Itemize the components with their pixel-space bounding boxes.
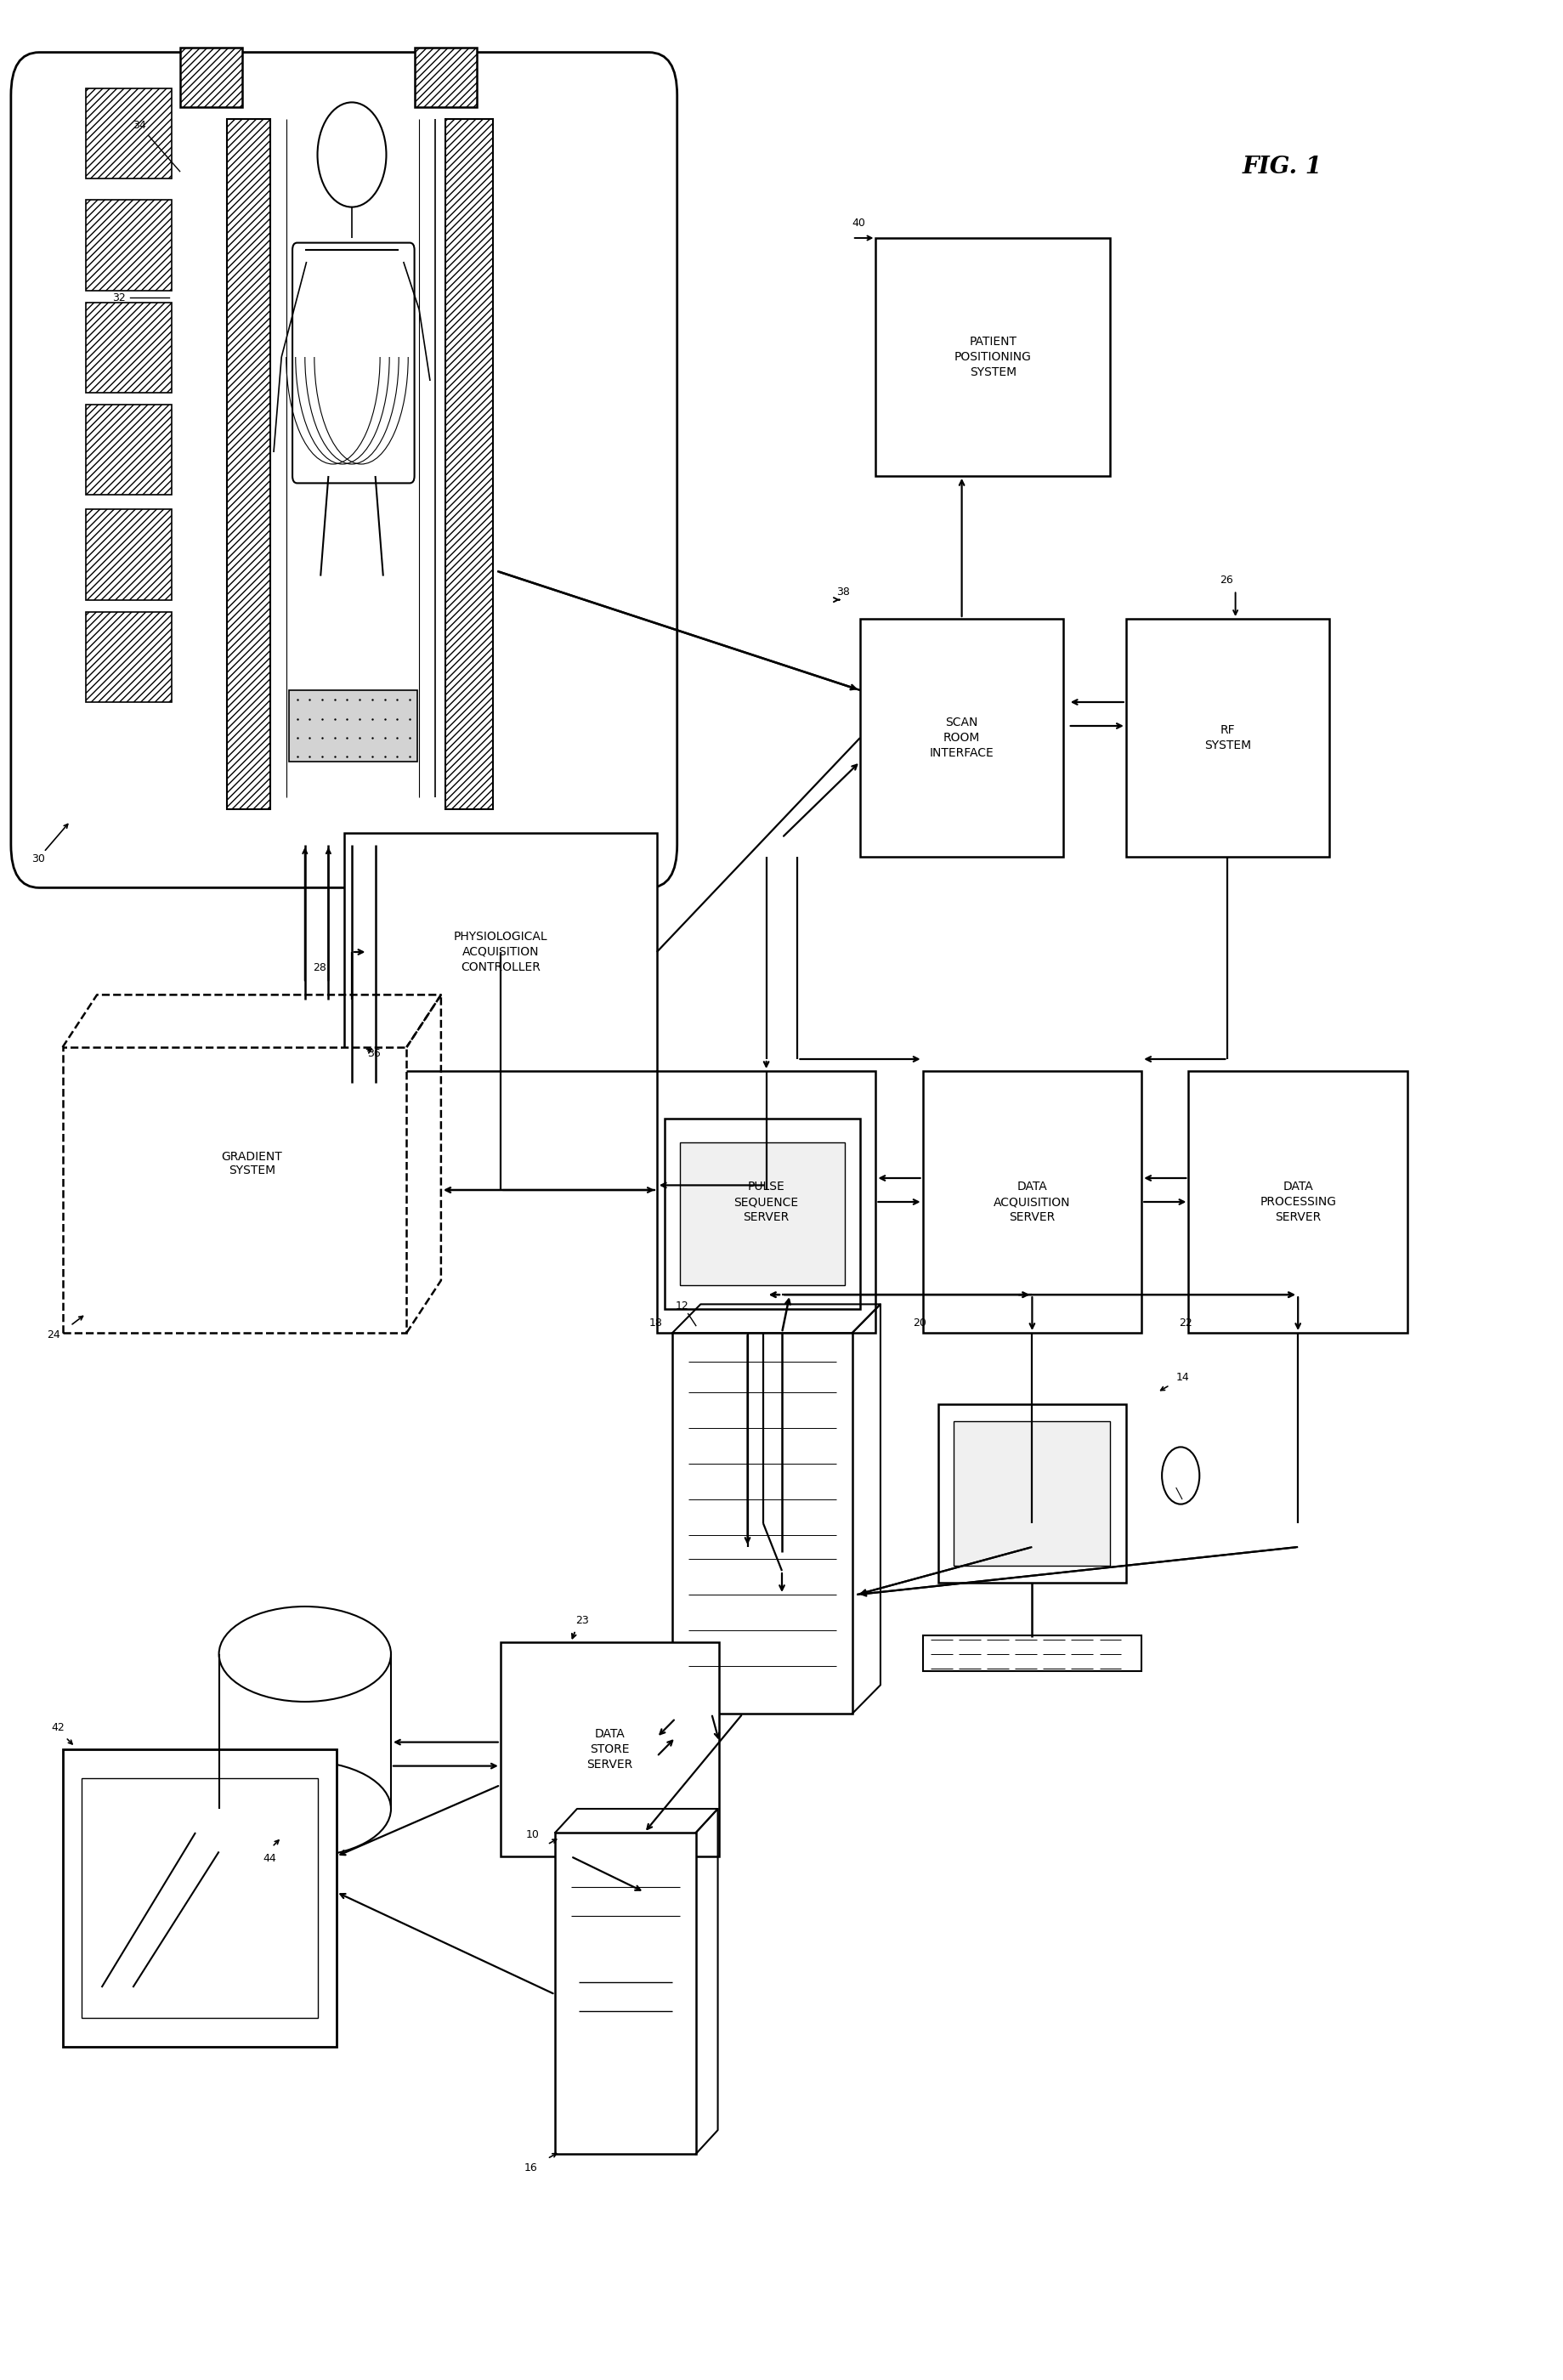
Bar [344, 833, 656, 1071]
Bar [81, 1778, 317, 2018]
Bar [1188, 1071, 1407, 1333]
Bar [86, 405, 172, 495]
Text: 23: 23 [575, 1614, 589, 1626]
Bar [672, 1333, 852, 1714]
FancyBboxPatch shape [292, 243, 414, 483]
Text: 16: 16 [524, 2161, 538, 2173]
Bar [445, 119, 492, 809]
Text: 26: 26 [1219, 574, 1233, 585]
Text: 42: 42 [52, 1721, 66, 1733]
Bar [555, 1833, 696, 2154]
Bar [63, 1749, 336, 2047]
Bar [875, 238, 1110, 476]
Bar [664, 1119, 860, 1309]
Bar [953, 1421, 1110, 1566]
Text: 12: 12 [675, 1299, 689, 1311]
Bar [86, 302, 172, 393]
Bar [414, 48, 477, 107]
Text: 28: 28 [313, 962, 327, 973]
FancyBboxPatch shape [11, 52, 677, 888]
Text: 32: 32 [113, 293, 127, 302]
Bar [922, 1071, 1141, 1333]
Bar [445, 119, 492, 809]
Text: RF
SYSTEM: RF SYSTEM [1204, 724, 1250, 752]
Text: 22: 22 [1179, 1316, 1193, 1328]
Bar [86, 302, 172, 393]
Bar [1125, 619, 1329, 857]
Bar [86, 405, 172, 495]
Bar [680, 1142, 844, 1285]
Text: SCAN
ROOM
INTERFACE: SCAN ROOM INTERFACE [928, 716, 994, 759]
Text: 24: 24 [47, 1328, 61, 1340]
Bar [860, 619, 1063, 857]
Bar [227, 119, 270, 809]
Bar [500, 1642, 719, 1856]
Bar [86, 200, 172, 290]
Text: PATIENT
POSITIONING
SYSTEM: PATIENT POSITIONING SYSTEM [953, 336, 1032, 378]
Ellipse shape [219, 1607, 391, 1702]
Text: FIG. 1: FIG. 1 [1241, 155, 1322, 178]
Text: 18: 18 [649, 1316, 663, 1328]
Bar [922, 1635, 1141, 1671]
Text: 36: 36 [367, 1047, 381, 1059]
Bar [86, 509, 172, 600]
Bar [938, 1404, 1125, 1583]
Text: 14: 14 [1175, 1371, 1189, 1383]
Text: 40: 40 [852, 217, 866, 228]
Text: DATA
STORE
SERVER: DATA STORE SERVER [586, 1728, 633, 1771]
Bar [414, 48, 477, 107]
Bar [86, 88, 172, 178]
Text: DATA
PROCESSING
SERVER: DATA PROCESSING SERVER [1260, 1180, 1335, 1223]
Bar [656, 1071, 875, 1333]
Bar [86, 612, 172, 702]
Bar [63, 1047, 406, 1333]
Text: 20: 20 [913, 1316, 927, 1328]
Text: DATA
ACQUISITION
SERVER: DATA ACQUISITION SERVER [993, 1180, 1071, 1223]
Bar [180, 48, 242, 107]
Ellipse shape [219, 1761, 391, 1856]
Text: PULSE
SEQUENCE
SERVER: PULSE SEQUENCE SERVER [733, 1180, 799, 1223]
Bar [86, 88, 172, 178]
Text: PHYSIOLOGICAL
ACQUISITION
CONTROLLER: PHYSIOLOGICAL ACQUISITION CONTROLLER [453, 931, 547, 973]
Bar [180, 48, 242, 107]
Text: 38: 38 [836, 585, 850, 597]
Text: 10: 10 [525, 1828, 539, 1840]
Bar [86, 612, 172, 702]
Bar [289, 690, 417, 762]
Text: GRADIENT
SYSTEM: GRADIENT SYSTEM [222, 1152, 281, 1176]
Bar [86, 509, 172, 600]
Text: 44: 44 [263, 1852, 277, 1864]
Text: 30: 30 [31, 852, 45, 864]
Bar [86, 200, 172, 290]
Bar [227, 119, 270, 809]
Text: 34: 34 [133, 119, 147, 131]
